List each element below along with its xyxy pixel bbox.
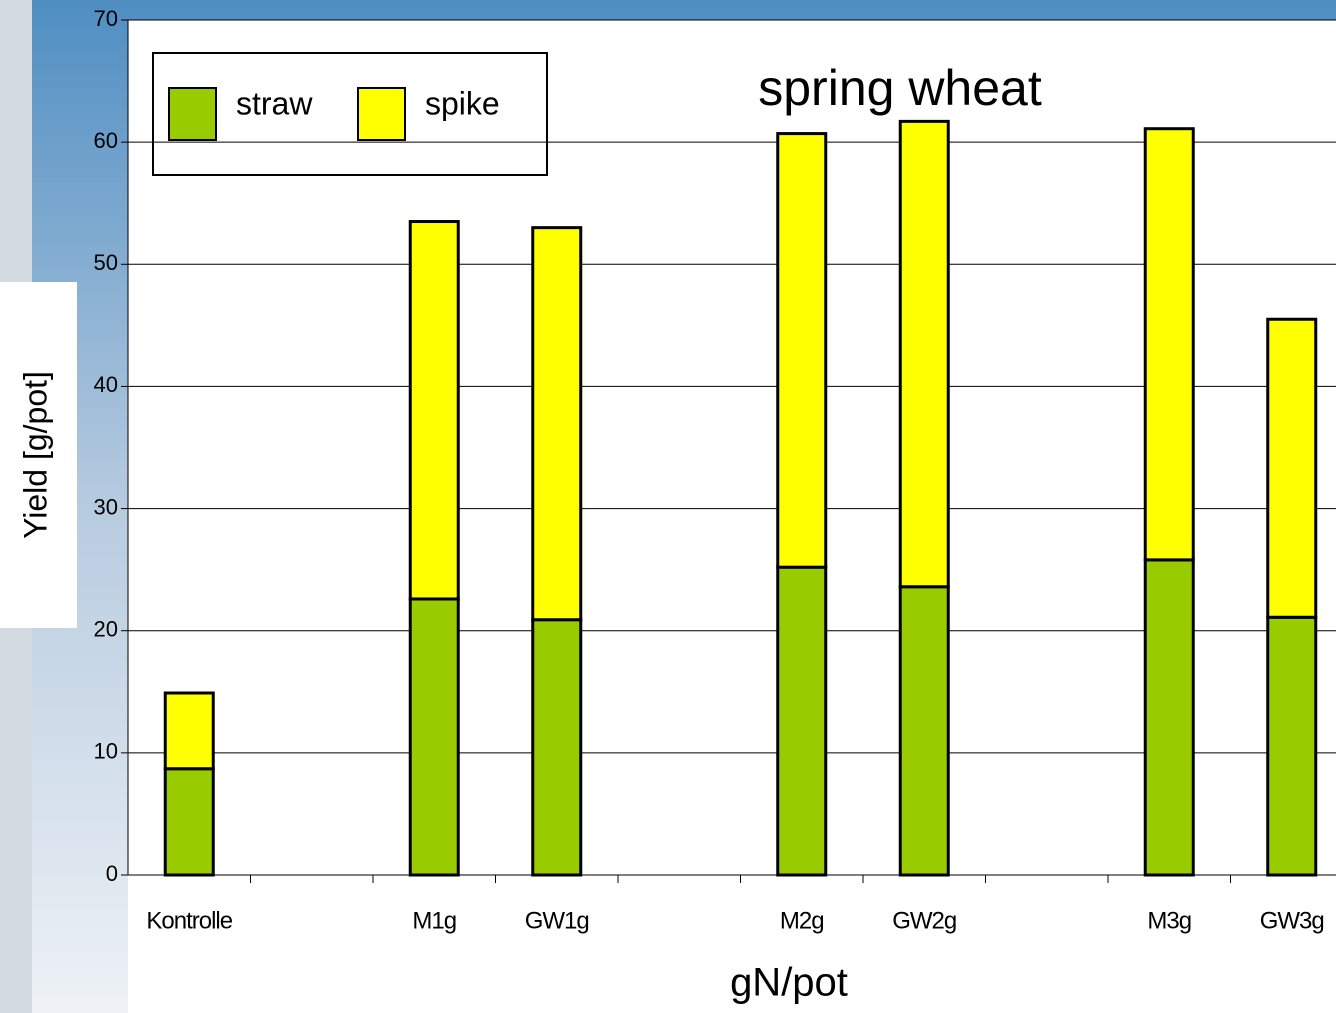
bar-segment — [1143, 558, 1195, 877]
x-tick-label: Kontrolle — [146, 907, 232, 934]
legend: straw spike — [152, 52, 548, 176]
y-tick-label: 40 — [94, 372, 118, 397]
legend-label: spike — [425, 85, 500, 121]
legend-swatch — [357, 87, 406, 141]
x-axis-title: gN/pot — [730, 961, 848, 1005]
bar-segment — [776, 132, 828, 569]
plot-area — [128, 20, 1336, 1013]
bar-segment — [408, 597, 460, 877]
y-tick-label: 30 — [94, 494, 118, 519]
legend-label: straw — [236, 85, 313, 121]
bar-segment — [408, 220, 460, 601]
bar-segment — [531, 226, 583, 622]
y-tick-label: 60 — [94, 128, 118, 153]
x-tick-label: M1g — [412, 907, 456, 934]
legend-box — [152, 52, 548, 176]
bar-segment — [531, 618, 583, 877]
bar-segment — [898, 119, 950, 589]
bar-segment — [776, 565, 828, 877]
x-tick-label: GW2g — [892, 907, 956, 934]
bar-segment — [1266, 615, 1318, 877]
y-tick-label: 0 — [106, 861, 118, 886]
y-tick-label: 10 — [94, 739, 118, 764]
y-axis-title: Yield [g/pot] — [17, 371, 53, 539]
x-tick-label: GW3g — [1260, 907, 1324, 934]
legend-swatch — [168, 87, 217, 141]
x-tick-label: M3g — [1147, 907, 1191, 934]
y-label-box — [0, 282, 77, 628]
x-tick-label: GW1g — [525, 907, 589, 934]
bar-segment — [163, 767, 215, 877]
y-tick-label: 50 — [94, 250, 118, 275]
x-tick-label: M2g — [780, 907, 824, 934]
bar-segment — [163, 691, 215, 771]
bar-segment — [1143, 127, 1195, 562]
bar-segment — [898, 585, 950, 877]
chart-title: spring wheat — [758, 60, 1042, 116]
bar-segment — [1266, 317, 1318, 619]
y-tick-label: 20 — [94, 617, 118, 642]
y-tick-label: 70 — [94, 6, 118, 31]
